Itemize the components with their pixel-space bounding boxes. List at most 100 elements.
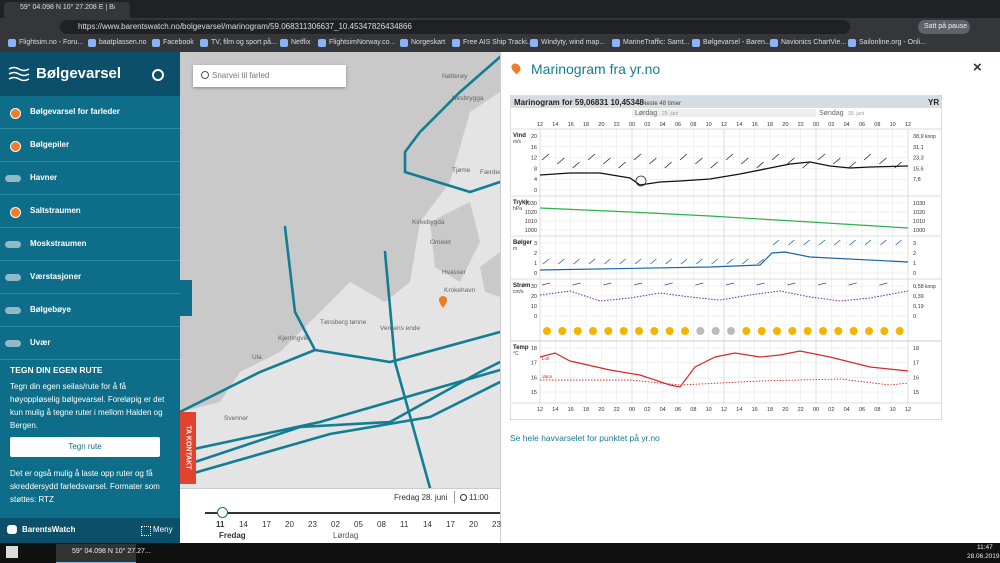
taskbar-tab-label[interactable]: 59° 04.098 N 10° 27.27...: [72, 548, 151, 555]
route-button[interactable]: [10, 437, 160, 457]
right-tick: 7,8: [913, 177, 921, 183]
right-tick: 3: [913, 241, 916, 247]
current-arrow: [541, 282, 551, 286]
contact-label[interactable]: TA KONTAKT: [184, 425, 192, 470]
timeline-hour[interactable]: 20: [285, 520, 294, 529]
menu-item[interactable]: [0, 162, 180, 195]
yr-link[interactable]: Se hele havvarselet for punktet på yr.no: [510, 433, 660, 443]
url[interactable]: https://www.barentswatch.no/bolgevarsel/…: [78, 22, 412, 31]
hour-label: 08: [874, 122, 880, 128]
timeline-hour[interactable]: 11: [400, 520, 409, 529]
tab-title[interactable]: 59° 04.098 N 10° 27.208 E | Bølge: [20, 4, 115, 11]
row-label: Trykk: [513, 200, 529, 206]
bookmark[interactable]: Bølgevarsel - Baren...: [703, 39, 771, 46]
bookmark-icon: [280, 39, 288, 47]
bookmark[interactable]: Norgeskart: [411, 39, 446, 46]
menu-label[interactable]: Moskstraumen: [30, 239, 87, 248]
menu-item[interactable]: [0, 96, 180, 129]
panel-close[interactable]: ×: [973, 59, 982, 76]
bookmark[interactable]: Flightsim.no - Foru...: [19, 39, 84, 46]
timeline-day: Fredag: [219, 531, 246, 540]
search-placeholder[interactable]: Snarvei til farled: [212, 71, 270, 80]
search-box[interactable]: [193, 65, 346, 87]
right-tick: 15,6: [913, 166, 924, 172]
current-arrow: [633, 282, 643, 286]
menu-item[interactable]: [0, 228, 180, 261]
footer-menu[interactable]: Meny: [153, 525, 173, 534]
mg-subtitle: Neste 48 timer: [642, 101, 681, 107]
route: [180, 360, 500, 469]
right-tick: 0,39: [913, 294, 924, 300]
route-text: Tegn din egen seilas/rute for å få høyop…: [10, 382, 165, 430]
timeline-date: Fredag 28. juni: [394, 493, 448, 502]
route-button-label[interactable]: Tegn rute: [68, 442, 102, 451]
collapse-tab[interactable]: [180, 280, 192, 316]
active-tab[interactable]: [4, 2, 130, 18]
pause-label[interactable]: Satt på pause: [924, 23, 968, 30]
timeline-hour[interactable]: 17: [446, 520, 455, 529]
wind-arrow: [833, 157, 841, 165]
contact-tab[interactable]: [180, 412, 196, 484]
bookmark[interactable]: Netflix: [291, 39, 311, 46]
bookmark[interactable]: Free AIS Ship Tracki...: [463, 39, 533, 46]
slider-track: [205, 512, 500, 514]
wave-arrow: [726, 258, 734, 265]
menu-label[interactable]: Bølgebøye: [30, 305, 71, 314]
menu-label[interactable]: Saltstraumen: [30, 206, 81, 215]
wave-arrow: [588, 258, 596, 265]
right-tick: 15: [913, 390, 919, 396]
timeline-hour[interactable]: 05: [354, 520, 363, 529]
menu-item[interactable]: [0, 327, 180, 360]
bookmark[interactable]: baatplassen.no: [99, 39, 147, 46]
timeline-hour[interactable]: 23: [308, 520, 317, 529]
menu-item[interactable]: [0, 129, 180, 162]
timeline-hour[interactable]: 14: [423, 520, 432, 529]
slider-handle[interactable]: [217, 507, 228, 518]
wave-arrow: [619, 258, 626, 265]
start-button[interactable]: [6, 546, 18, 558]
bookmark[interactable]: TV, film og sport på...: [211, 39, 277, 46]
menu-label[interactable]: Bølgepiler: [30, 140, 70, 149]
right-tick: 0,19: [913, 304, 924, 310]
place-label: Kjerringvik: [278, 335, 309, 342]
bookmark[interactable]: MarineTraffic: Samt...: [623, 39, 690, 46]
weather-icon: [589, 327, 597, 335]
menu-item[interactable]: [0, 294, 180, 327]
menu-label[interactable]: Havner: [30, 173, 58, 182]
timeline-hour[interactable]: 08: [377, 520, 386, 529]
bookmark[interactable]: FlightsimNorway.co...: [329, 39, 396, 46]
address-field[interactable]: [60, 20, 850, 34]
hour-label: 00: [813, 122, 819, 128]
left-tick: 17: [531, 361, 537, 367]
wave-arrow: [542, 258, 550, 265]
weather-icon: [681, 327, 689, 335]
wind-arrow: [771, 153, 780, 161]
right-tick: 0,58: [913, 284, 924, 290]
place-label: Tjøme: [452, 167, 471, 174]
settings-icon[interactable]: [152, 69, 164, 81]
timeline-hour[interactable]: 14: [239, 520, 248, 529]
menu-label[interactable]: Værstasjoner: [30, 272, 82, 281]
bookmark[interactable]: Facebook: [163, 39, 194, 46]
left-tick: 1030: [525, 201, 537, 207]
timeline-hour[interactable]: 17: [262, 520, 271, 529]
menu-item[interactable]: [0, 195, 180, 228]
timeline-hour[interactable]: 20: [469, 520, 478, 529]
panel-title: Marinogram fra yr.no: [531, 61, 661, 77]
row-unit: m/s: [513, 139, 522, 145]
bookmark[interactable]: Navionics ChartVie...: [781, 39, 847, 46]
weather-icon: [773, 327, 781, 335]
bookmark[interactable]: Windyty, wind map...: [541, 39, 606, 46]
bookmark-icon: [200, 39, 208, 47]
menu-item[interactable]: [0, 261, 180, 294]
wind-arrow: [756, 161, 764, 169]
timeline-hour[interactable]: 02: [331, 520, 340, 529]
timeline-hour[interactable]: 23: [492, 520, 501, 529]
bookmark[interactable]: Sailonline.org - Onli...: [859, 39, 926, 46]
toggle: [5, 340, 21, 347]
menu-label[interactable]: Uvær: [30, 338, 51, 347]
menu-label[interactable]: Bølgevarsel for farleder: [30, 107, 120, 116]
hour-label: 22: [798, 122, 804, 128]
wave-arrow: [573, 258, 580, 265]
timeline-hour[interactable]: 11: [216, 520, 225, 529]
